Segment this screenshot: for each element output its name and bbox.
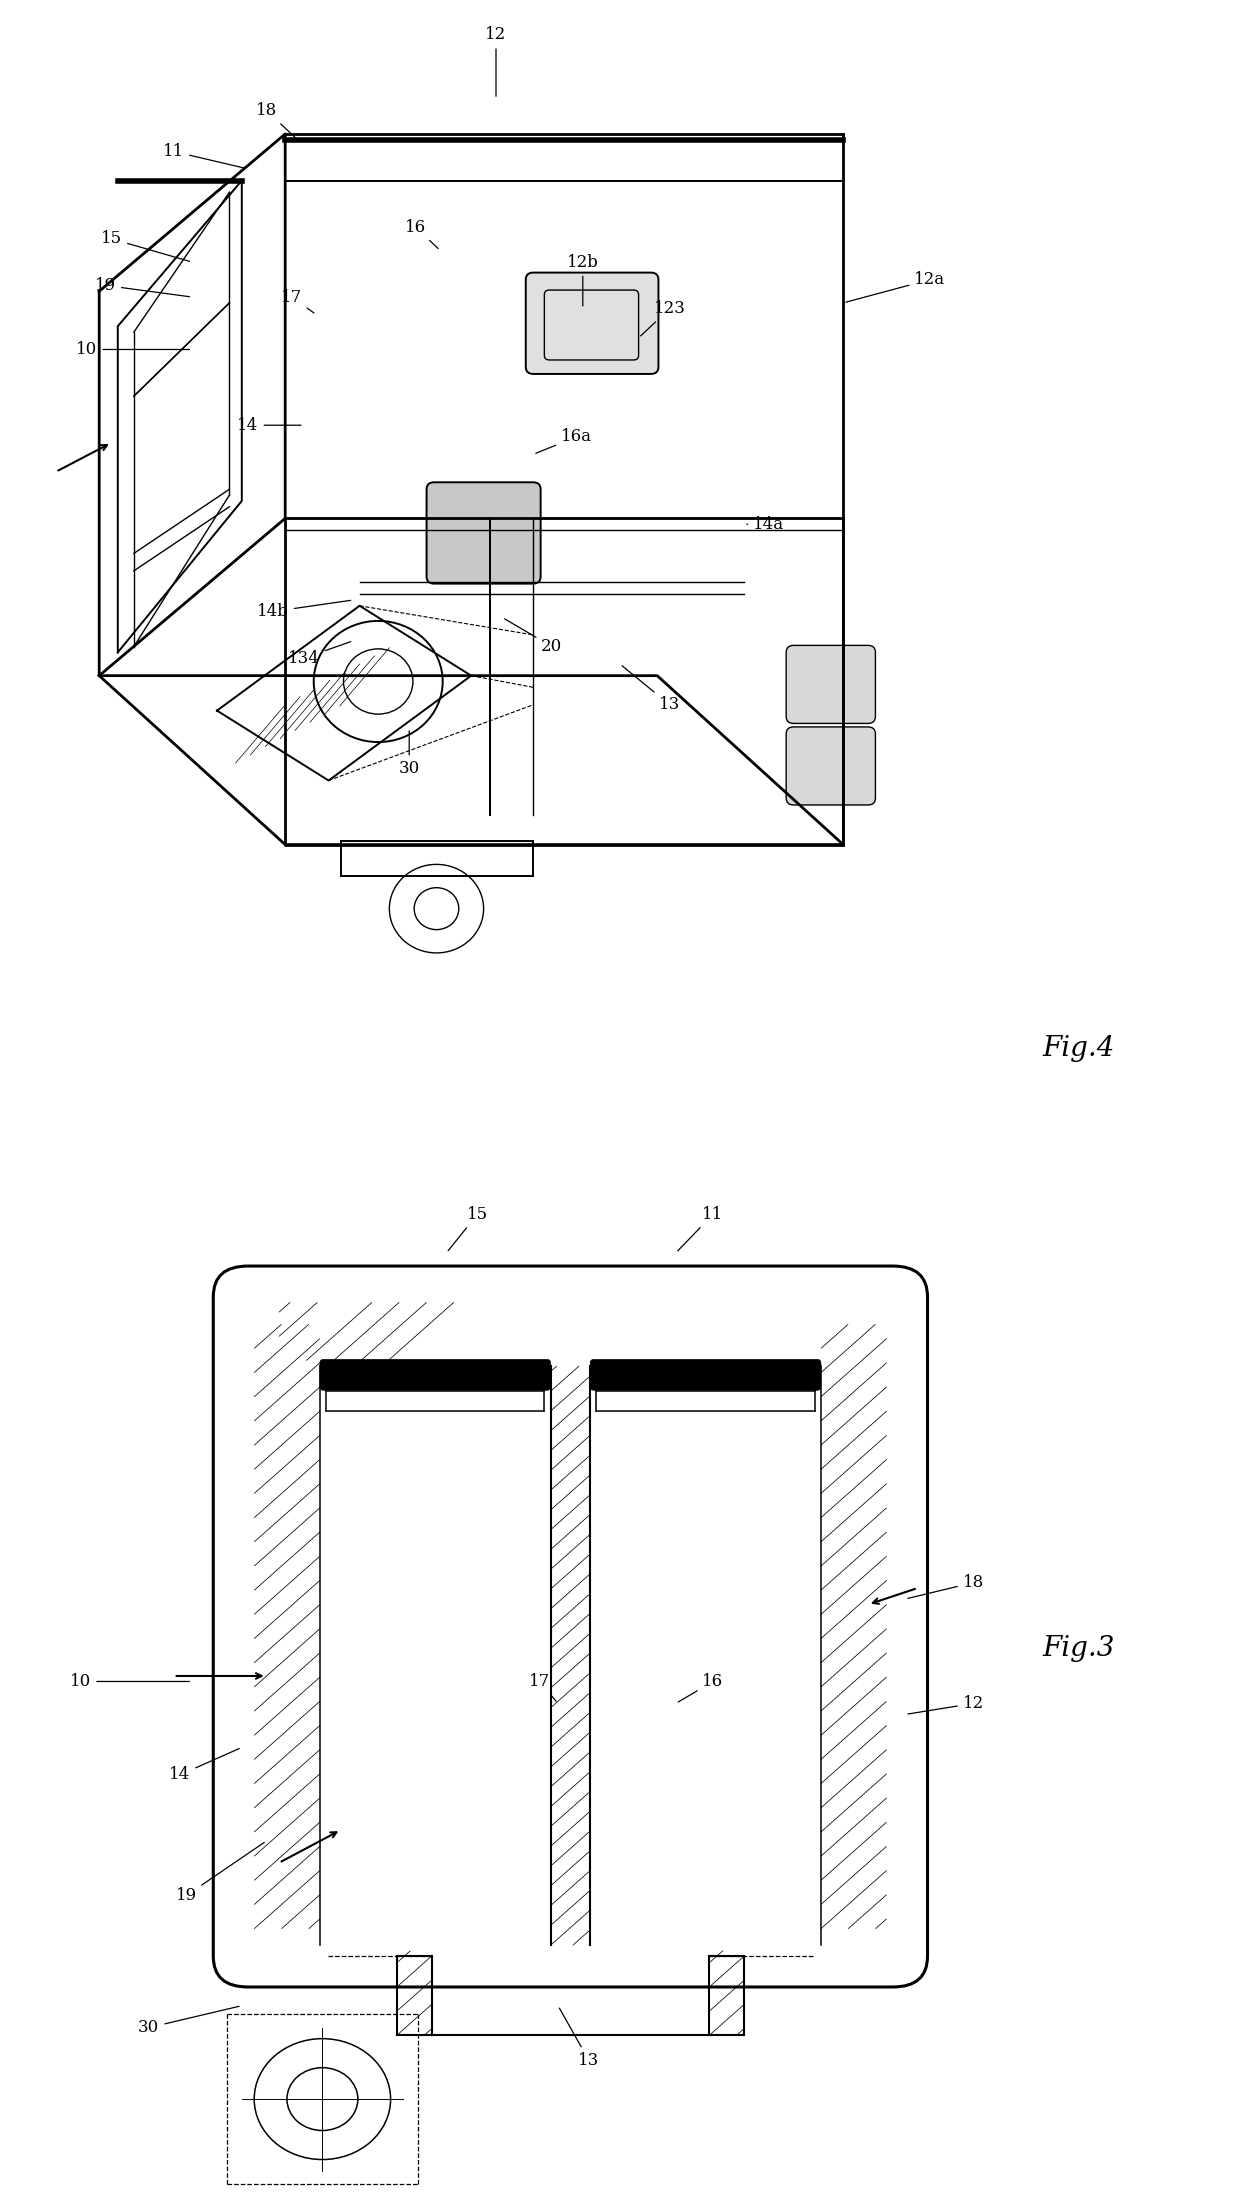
Text: 19: 19 — [175, 1842, 264, 1903]
Text: 15: 15 — [100, 231, 190, 262]
Text: 30: 30 — [398, 732, 420, 778]
Text: 14: 14 — [237, 418, 301, 433]
Text: 20: 20 — [505, 620, 563, 655]
Text: 14b: 14b — [257, 600, 351, 620]
Text: 13: 13 — [622, 666, 681, 714]
FancyBboxPatch shape — [590, 1358, 821, 1391]
Text: 15: 15 — [448, 1207, 489, 1251]
FancyBboxPatch shape — [526, 273, 658, 374]
Text: 19: 19 — [94, 277, 190, 297]
Text: 11: 11 — [162, 143, 246, 169]
Text: 12a: 12a — [846, 270, 946, 301]
Text: 14: 14 — [169, 1750, 239, 1783]
Text: 10: 10 — [76, 341, 190, 358]
Text: 123: 123 — [641, 301, 686, 336]
Text: 17: 17 — [528, 1673, 557, 1701]
Text: 18: 18 — [908, 1574, 985, 1598]
Text: 10: 10 — [69, 1673, 190, 1690]
FancyBboxPatch shape — [786, 646, 875, 723]
Text: 18: 18 — [255, 101, 295, 138]
Text: 13: 13 — [559, 2009, 600, 2068]
Text: Fig.3: Fig.3 — [1043, 1635, 1115, 1662]
Text: 12b: 12b — [567, 253, 599, 306]
Text: 12: 12 — [485, 26, 507, 97]
FancyBboxPatch shape — [427, 481, 541, 585]
Text: 30: 30 — [138, 2007, 239, 2035]
FancyBboxPatch shape — [786, 728, 875, 804]
FancyBboxPatch shape — [320, 1358, 551, 1391]
Text: 11: 11 — [678, 1207, 724, 1251]
Text: 14a: 14a — [746, 517, 785, 532]
Text: 12: 12 — [908, 1695, 985, 1714]
Text: 16a: 16a — [536, 429, 593, 453]
Text: 17: 17 — [280, 288, 314, 312]
Text: 16: 16 — [678, 1673, 724, 1701]
Text: 16: 16 — [404, 218, 438, 248]
Text: Fig.4: Fig.4 — [1043, 1035, 1115, 1062]
Text: 134: 134 — [288, 642, 351, 666]
